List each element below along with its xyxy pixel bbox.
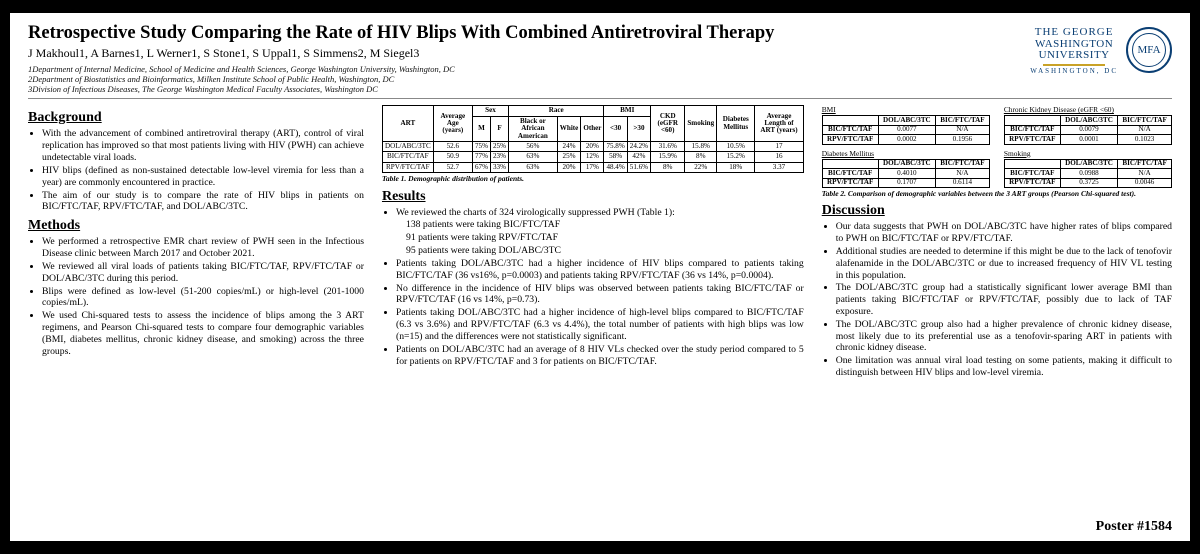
t1-h-smoking: Smoking [685, 106, 717, 142]
t1-sh: >30 [627, 116, 650, 141]
logo-line-1: THE GEORGE [1030, 27, 1118, 39]
table-1-caption: Table 1. Demographic distribution of pat… [382, 174, 804, 183]
t1-sh: M [472, 116, 490, 141]
bg-item: The aim of our study is to compare the r… [42, 190, 364, 214]
table-row: RPV/FTC/TAF52.767%33%63%20%17%48.4%51.6%… [382, 162, 803, 172]
disc-item: The DOL/ABC/3TC group had a statisticall… [836, 282, 1172, 317]
table-row: BIC/FTC/TAF50.977%23%63%25%12%58%42%15.9… [382, 152, 803, 162]
table-row: BIC/FTC/TAF0.0988N/A [1004, 169, 1171, 178]
t1-h-sex: Sex [472, 106, 508, 116]
result-item: No difference in the incidence of HIV bl… [396, 283, 804, 307]
table-row: RPV/FTC/TAF0.37250.0046 [1004, 178, 1171, 187]
t1-sh: <30 [604, 116, 627, 141]
mini-title: Diabetes Mellitus [822, 149, 990, 158]
methods-list: We performed a retrospective EMR chart r… [28, 236, 364, 357]
method-item: We reviewed all viral loads of patients … [42, 261, 364, 285]
logo-line-3: UNIVERSITY [1030, 50, 1118, 62]
table-2-caption: Table 2. Comparison of demographic varia… [822, 189, 1172, 198]
middle-column: ART Average Age (years) Sex Race BMI CKD… [382, 105, 804, 535]
poster: Retrospective Study Comparing the Rate o… [10, 13, 1190, 541]
method-item: We performed a retrospective EMR chart r… [42, 236, 364, 260]
bg-item: HIV blips (defined as non-sustained dete… [42, 165, 364, 189]
mfa-text: MFA [1137, 44, 1160, 56]
result-item: 91 patients were taking RPV/FTC/TAF [406, 232, 804, 244]
table-row: BIC/FTC/TAF0.0079N/A [1004, 125, 1171, 134]
result-item: Patients on DOL/ABC/3TC had an average o… [396, 344, 804, 368]
disc-item: The DOL/ABC/3TC group also had a higher … [836, 319, 1172, 354]
discussion-list: Our data suggests that PWH on DOL/ABC/3T… [822, 221, 1172, 379]
table-row: BIC/FTC/TAF0.0077N/A [822, 125, 989, 134]
gw-logo: THE GEORGE WASHINGTON UNIVERSITY WASHING… [1030, 27, 1118, 75]
result-item: Patients taking DOL/ABC/3TC had a higher… [396, 307, 804, 342]
mini-table: DOL/ABC/3TCBIC/FTC/TAFBIC/FTC/TAF0.0988N… [1004, 159, 1172, 188]
results-heading: Results [382, 188, 804, 205]
t1-sh: White [557, 116, 581, 141]
left-column: Background With the advancement of combi… [28, 105, 364, 535]
mini-table: DOL/ABC/3TCBIC/FTC/TAFBIC/FTC/TAF0.4010N… [822, 159, 990, 188]
logos: THE GEORGE WASHINGTON UNIVERSITY WASHING… [1030, 23, 1172, 75]
t1-h-bmi: BMI [604, 106, 651, 116]
affiliation-3: 3Division of Infectious Diseases, The Ge… [28, 85, 1030, 95]
t1-sh: Black or African American [509, 116, 558, 141]
mfa-logo-icon: MFA [1126, 27, 1172, 73]
t1-h-age: Average Age (years) [433, 106, 472, 142]
bg-item: With the advancement of combined antiret… [42, 128, 364, 163]
result-item: 95 patients were taking DOL/ABC/3TC [406, 245, 804, 257]
disc-item: One limitation was annual viral load tes… [836, 355, 1172, 379]
disc-item: Our data suggests that PWH on DOL/ABC/3T… [836, 221, 1172, 245]
t1-sh: F [490, 116, 508, 141]
logo-bar [1043, 64, 1104, 66]
result-item: 138 patients were taking BIC/FTC/TAF [406, 219, 804, 231]
table-2-block: Chronic Kidney Disease (eGFR <60)DOL/ABC… [1004, 105, 1172, 144]
table-2-block: SmokingDOL/ABC/3TCBIC/FTC/TAFBIC/FTC/TAF… [1004, 149, 1172, 188]
mini-table: DOL/ABC/3TCBIC/FTC/TAFBIC/FTC/TAF0.0079N… [1004, 115, 1172, 144]
results-list: We reviewed the charts of 324 virologica… [382, 207, 804, 368]
table-row: BIC/FTC/TAF0.4010N/A [822, 169, 989, 178]
discussion-heading: Discussion [822, 202, 1172, 219]
table-2-grid: BMIDOL/ABC/3TCBIC/FTC/TAFBIC/FTC/TAF0.00… [822, 105, 1172, 188]
t1-h-art: ART [382, 106, 433, 142]
header-text: Retrospective Study Comparing the Rate o… [28, 23, 1030, 94]
t1-h-ckd: CKD (eGFR <60) [651, 106, 685, 142]
mini-table: DOL/ABC/3TCBIC/FTC/TAFBIC/FTC/TAF0.0077N… [822, 115, 990, 144]
method-item: Blips were defined as low-level (51-200 … [42, 286, 364, 310]
columns: Background With the advancement of combi… [28, 105, 1172, 535]
t1-h-race: Race [509, 106, 604, 116]
table-row: RPV/FTC/TAF0.17070.6114 [822, 178, 989, 187]
authors: J Makhoul1, A Barnes1, L Werner1, S Ston… [28, 46, 1030, 61]
method-item: We used Chi-squared tests to assess the … [42, 310, 364, 357]
background-list: With the advancement of combined antiret… [28, 128, 364, 213]
background-heading: Background [28, 109, 364, 126]
mini-title: Smoking [1004, 149, 1172, 158]
table-row: DOL/ABC/3TC52.675%25%56%24%20%75.8%24.2%… [382, 142, 803, 152]
t1-h-dm: Diabetes Mellitus [717, 106, 755, 142]
right-column: BMIDOL/ABC/3TCBIC/FTC/TAFBIC/FTC/TAF0.00… [822, 105, 1172, 535]
logo-line-4: WASHINGTON, DC [1030, 68, 1118, 75]
methods-heading: Methods [28, 217, 364, 234]
header: Retrospective Study Comparing the Rate o… [28, 23, 1172, 99]
table-row: RPV/FTC/TAF0.00010.1023 [1004, 135, 1171, 144]
t1-h-len: Average Length of ART (years) [755, 106, 803, 142]
mini-title: BMI [822, 105, 990, 114]
poster-number: Poster #1584 [1096, 519, 1172, 535]
table-2-block: Diabetes MellitusDOL/ABC/3TCBIC/FTC/TAFB… [822, 149, 990, 188]
table-1: ART Average Age (years) Sex Race BMI CKD… [382, 105, 804, 173]
result-item: Patients taking DOL/ABC/3TC had a higher… [396, 258, 804, 282]
table-row: RPV/FTC/TAF0.00020.1956 [822, 135, 989, 144]
t1-sh: Other [581, 116, 604, 141]
title: Retrospective Study Comparing the Rate o… [28, 23, 1030, 44]
result-item: We reviewed the charts of 324 virologica… [396, 207, 804, 219]
table-2-block: BMIDOL/ABC/3TCBIC/FTC/TAFBIC/FTC/TAF0.00… [822, 105, 990, 144]
mini-title: Chronic Kidney Disease (eGFR <60) [1004, 105, 1172, 114]
disc-item: Additional studies are needed to determi… [836, 246, 1172, 281]
